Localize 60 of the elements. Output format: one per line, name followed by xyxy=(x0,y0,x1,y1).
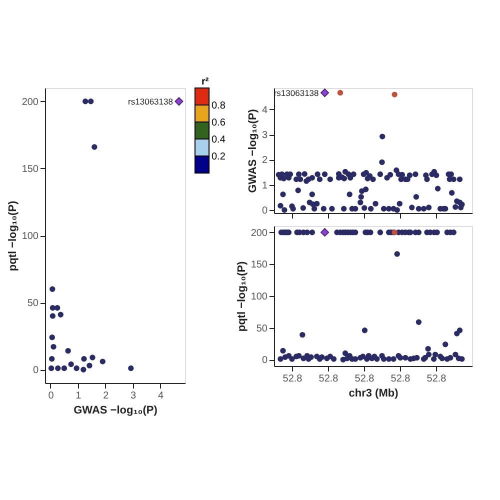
x-tick-label: 0 xyxy=(48,390,54,402)
point xyxy=(49,334,55,340)
point xyxy=(50,286,56,292)
point xyxy=(74,365,80,372)
x-tick-label: 3 xyxy=(130,390,137,402)
y-tick-label: 0 xyxy=(32,365,39,376)
point xyxy=(92,144,98,150)
x-tick-label: 2 xyxy=(103,390,110,402)
point xyxy=(54,305,60,311)
point xyxy=(55,365,61,372)
point xyxy=(68,361,74,368)
point xyxy=(90,354,96,360)
point xyxy=(100,358,106,364)
point xyxy=(174,97,184,106)
point xyxy=(65,348,71,354)
color-bar-label: 0.8 xyxy=(212,100,226,112)
y-tick-label: 4 xyxy=(262,104,268,116)
y-tick-label: 100 xyxy=(250,292,268,302)
x-tick-label: 1 xyxy=(76,390,82,402)
point xyxy=(48,365,54,372)
x-tick-label: 52.8 xyxy=(426,374,447,384)
point xyxy=(88,98,94,104)
annotation: rs13063138 xyxy=(128,96,174,106)
point xyxy=(81,356,87,362)
y-tick-label: 3 xyxy=(262,130,268,142)
point xyxy=(58,312,64,318)
color-bar-title: r² xyxy=(202,76,210,88)
point xyxy=(49,356,55,362)
y-tick-label: 150 xyxy=(250,260,268,271)
y-tick-label: 0 xyxy=(262,355,268,366)
y-axis-title: pqtl −log₁₀(P) xyxy=(236,261,248,332)
y-tick-label: 200 xyxy=(22,96,39,108)
x-axis-title: GWAS −log₁₀(P) xyxy=(74,404,158,416)
y-tick-label: 50 xyxy=(256,323,268,334)
point xyxy=(86,362,92,368)
y-tick-label: 0 xyxy=(262,205,268,216)
point xyxy=(50,344,56,350)
x-tick-label: 52.8 xyxy=(282,374,303,384)
color-bar-label: 0.2 xyxy=(212,152,226,162)
y-axis-title: GWAS −log₁₀(P) xyxy=(246,108,259,193)
point xyxy=(61,365,68,372)
y-tick-label: 50 xyxy=(27,298,39,310)
point xyxy=(82,98,88,104)
color-bar-label: 0.6 xyxy=(212,118,226,128)
x-axis-title: chr3 (Mb) xyxy=(348,388,399,400)
point xyxy=(50,313,56,319)
y-tick-label: 1 xyxy=(262,180,268,192)
x-tick-label: 52.8 xyxy=(354,374,375,384)
annotation: rs13063138 xyxy=(274,88,320,98)
x-tick-label: 52.8 xyxy=(318,374,339,384)
y-tick-label: 2 xyxy=(262,155,268,166)
y-tick-label: 100 xyxy=(22,231,39,242)
y-tick-label: 200 xyxy=(250,228,268,239)
x-tick-label: 4 xyxy=(158,390,164,402)
x-tick-label: 52.8 xyxy=(390,374,411,384)
color-bar-label: 0.4 xyxy=(212,134,226,146)
point xyxy=(128,365,134,372)
y-axis-title: pqtl −log₁₀(P) xyxy=(6,200,19,272)
y-tick-label: 150 xyxy=(22,164,39,175)
point xyxy=(80,366,86,372)
